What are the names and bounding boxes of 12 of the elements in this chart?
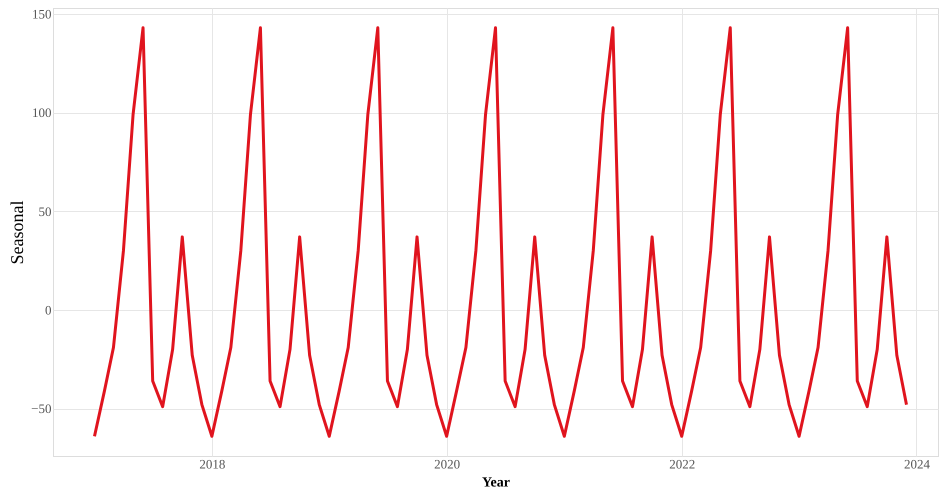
line-series [92,26,908,438]
x-tick-label: 2020 [434,456,460,472]
x-tick-label: 2018 [199,456,226,472]
x-tick-label: 2022 [669,456,696,472]
y-tick-label: 100 [32,105,52,120]
y-tick-label: 150 [32,6,52,22]
y-axis-title: Seasonal [7,200,28,264]
y-tick-label: 0 [45,302,52,318]
x-axis-title: Year [482,476,510,490]
y-tick-label: 50 [38,204,52,219]
y-tick-label: −50 [31,401,52,416]
x-tick-label: 2024 [904,456,930,472]
